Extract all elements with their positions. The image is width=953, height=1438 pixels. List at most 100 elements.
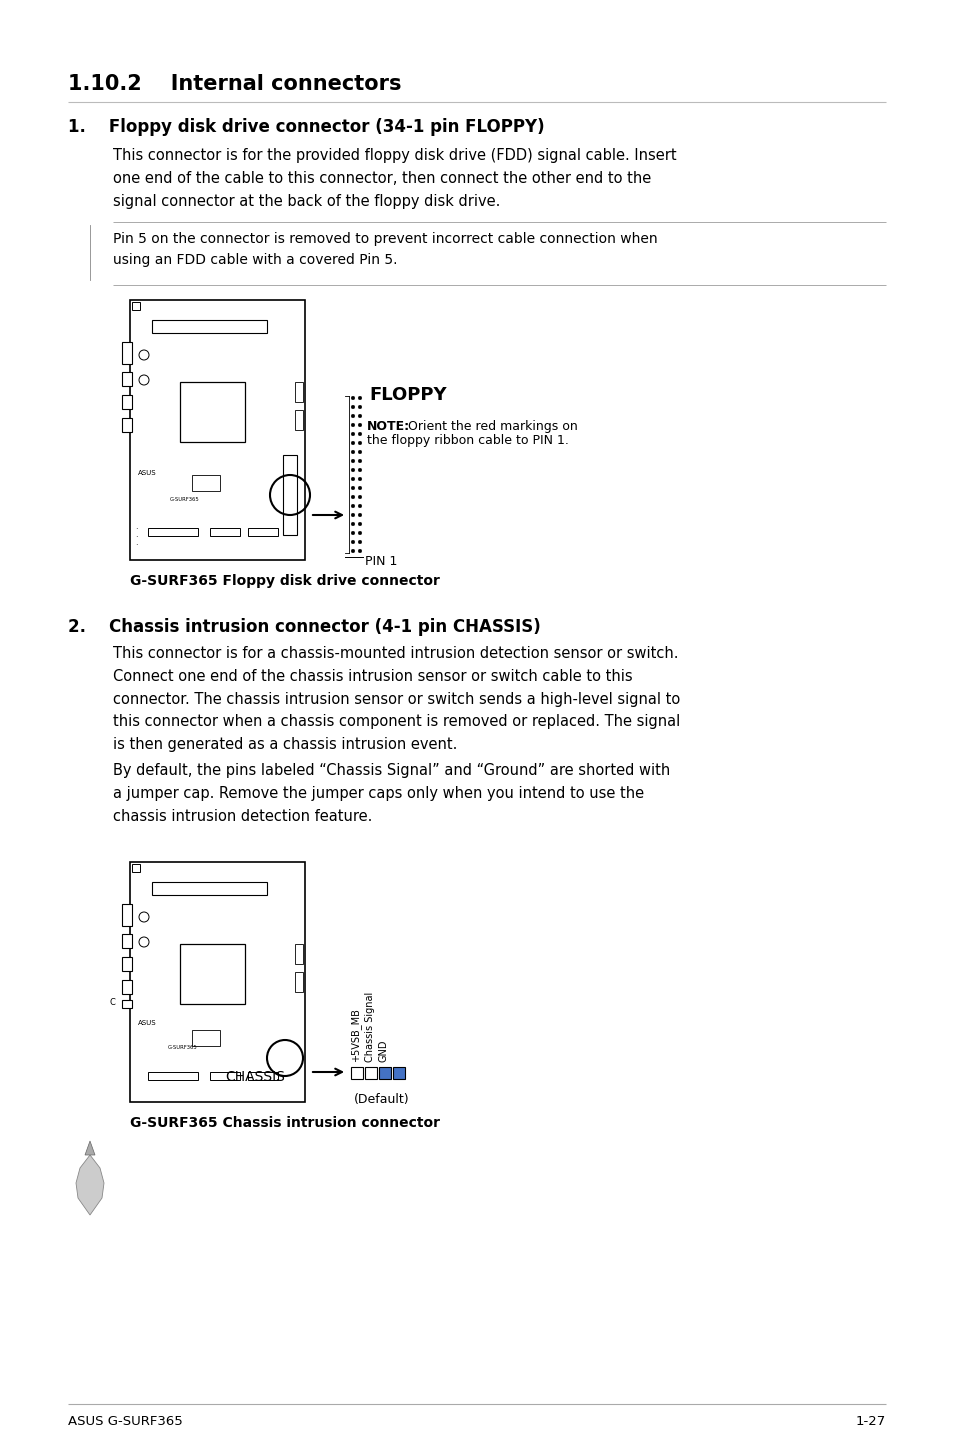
Circle shape (357, 441, 361, 444)
Bar (283, 454, 296, 535)
Circle shape (351, 414, 355, 418)
Circle shape (351, 459, 355, 463)
Circle shape (357, 495, 361, 499)
Bar (122, 395, 132, 408)
Circle shape (357, 469, 361, 472)
Text: ASUS: ASUS (138, 470, 156, 476)
Text: G-SURF365 Chassis intrusion connector: G-SURF365 Chassis intrusion connector (130, 1116, 439, 1130)
Circle shape (357, 513, 361, 516)
Bar (122, 342, 132, 364)
Text: G-SURF365: G-SURF365 (168, 1045, 197, 1050)
Text: This connector is for the provided floppy disk drive (FDD) signal cable. Insert
: This connector is for the provided flopp… (112, 148, 676, 209)
Circle shape (357, 450, 361, 454)
Circle shape (357, 459, 361, 463)
Bar (294, 943, 303, 963)
Text: Pin 5 on the connector is removed to prevent incorrect cable connection when
usi: Pin 5 on the connector is removed to pre… (112, 232, 657, 266)
Bar (248, 528, 277, 536)
Text: PIN 1: PIN 1 (365, 555, 397, 568)
Bar (351, 1067, 363, 1078)
Circle shape (351, 406, 355, 408)
Circle shape (351, 433, 355, 436)
Bar (130, 861, 305, 1102)
Circle shape (357, 531, 361, 535)
Circle shape (357, 423, 361, 427)
Circle shape (351, 486, 355, 490)
Bar (122, 372, 132, 385)
Circle shape (351, 495, 355, 499)
Text: Chassis Signal: Chassis Signal (365, 992, 375, 1063)
Circle shape (357, 414, 361, 418)
Bar (180, 943, 245, 1004)
Circle shape (351, 522, 355, 526)
Text: This connector is for a chassis-mounted intrusion detection sensor or switch.
Co: This connector is for a chassis-mounted … (112, 646, 679, 752)
Circle shape (351, 513, 355, 516)
Circle shape (357, 486, 361, 490)
Text: GND: GND (378, 1040, 389, 1063)
Text: 1.    Floppy disk drive connector (34-1 pin FLOPPY): 1. Floppy disk drive connector (34-1 pin… (68, 118, 544, 137)
Text: NOTE:: NOTE: (367, 420, 410, 433)
Text: G-SURF365 Floppy disk drive connector: G-SURF365 Floppy disk drive connector (130, 574, 439, 588)
Bar (122, 999, 132, 1008)
Bar (122, 981, 132, 994)
Bar (378, 1067, 391, 1078)
Circle shape (351, 541, 355, 544)
Circle shape (351, 505, 355, 508)
Text: Orient the red markings on: Orient the red markings on (403, 420, 578, 433)
Circle shape (357, 549, 361, 552)
Text: 1.10.2    Internal connectors: 1.10.2 Internal connectors (68, 73, 401, 93)
Circle shape (351, 450, 355, 454)
Bar (210, 1071, 240, 1080)
Circle shape (357, 477, 361, 480)
Bar (294, 383, 303, 403)
Text: CHASSIS: CHASSIS (225, 1070, 285, 1084)
Text: 1-27: 1-27 (855, 1415, 885, 1428)
Text: .: . (135, 522, 137, 531)
Text: .: . (135, 531, 137, 539)
Bar (365, 1067, 376, 1078)
Circle shape (351, 423, 355, 427)
Circle shape (351, 397, 355, 400)
Bar (152, 321, 267, 334)
Bar (122, 958, 132, 971)
Bar (294, 410, 303, 430)
Circle shape (351, 441, 355, 444)
Bar (152, 881, 267, 894)
Text: the floppy ribbon cable to PIN 1.: the floppy ribbon cable to PIN 1. (367, 434, 568, 447)
Bar (210, 528, 240, 536)
Circle shape (357, 505, 361, 508)
Circle shape (357, 522, 361, 526)
Bar (180, 383, 245, 441)
Circle shape (351, 549, 355, 552)
Text: ASUS G-SURF365: ASUS G-SURF365 (68, 1415, 183, 1428)
Bar (248, 1071, 277, 1080)
Bar (122, 935, 132, 948)
Text: +5VSB_MB: +5VSB_MB (350, 1008, 361, 1063)
Bar (393, 1067, 405, 1078)
Bar (294, 972, 303, 992)
Bar (192, 1030, 220, 1045)
Text: G-SURF365: G-SURF365 (170, 498, 199, 502)
Text: FLOPPY: FLOPPY (369, 385, 446, 404)
Circle shape (357, 433, 361, 436)
Bar (192, 475, 220, 490)
Circle shape (351, 469, 355, 472)
Circle shape (357, 397, 361, 400)
Bar (122, 905, 132, 926)
Circle shape (357, 541, 361, 544)
Bar (132, 864, 140, 871)
Text: C: C (110, 998, 115, 1007)
Circle shape (351, 531, 355, 535)
Text: ASUS: ASUS (138, 1020, 156, 1025)
Text: .: . (135, 538, 137, 546)
Bar (148, 1071, 198, 1080)
Circle shape (357, 406, 361, 408)
Text: 2.    Chassis intrusion connector (4-1 pin CHASSIS): 2. Chassis intrusion connector (4-1 pin … (68, 618, 540, 636)
Polygon shape (76, 1155, 104, 1215)
Bar (122, 418, 132, 431)
Text: (Default): (Default) (354, 1093, 409, 1106)
Bar (148, 528, 198, 536)
Bar (130, 301, 305, 559)
Text: By default, the pins labeled “Chassis Signal” and “Ground” are shorted with
a ju: By default, the pins labeled “Chassis Si… (112, 764, 670, 824)
Circle shape (351, 477, 355, 480)
Bar (132, 302, 140, 311)
